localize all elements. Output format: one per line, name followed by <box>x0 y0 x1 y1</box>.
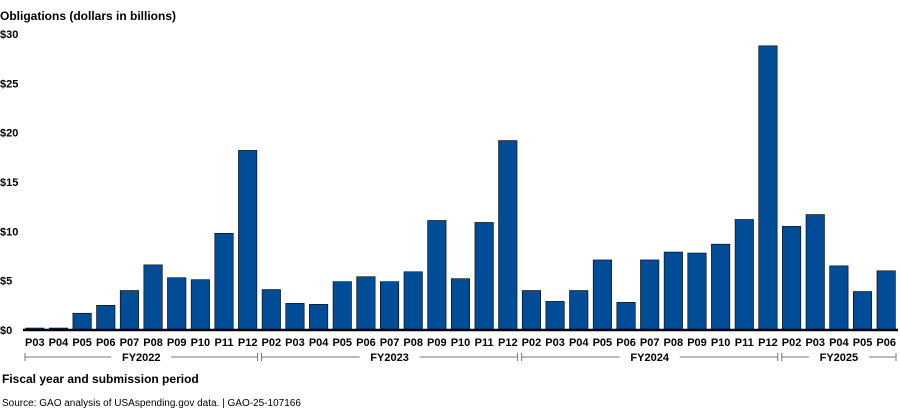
bar <box>427 220 447 331</box>
bar <box>190 279 210 331</box>
x-tick-label: P12 <box>758 337 778 349</box>
y-axis: $0 $5 $10 $15 $20 $25 $30 <box>0 29 18 337</box>
x-tick-label: P07 <box>640 337 660 349</box>
x-tick-label: P12 <box>238 337 258 349</box>
x-tick-label: P09 <box>167 337 187 349</box>
fiscal-year-label: FY2023 <box>370 352 409 364</box>
x-tick-label: P09 <box>687 337 707 349</box>
y-tick-label: $25 <box>0 78 18 90</box>
bar <box>261 289 281 331</box>
bar <box>758 45 778 331</box>
x-tick-label: P04 <box>569 337 589 349</box>
y-tick-label: $15 <box>0 177 18 189</box>
bar <box>285 303 305 331</box>
bar <box>569 290 589 331</box>
bars <box>25 45 896 331</box>
bar <box>734 219 754 331</box>
bar <box>663 251 683 331</box>
bar <box>545 301 565 331</box>
x-tick-label: P12 <box>498 337 518 349</box>
bar <box>498 140 518 331</box>
x-tick-label: P05 <box>593 337 613 349</box>
x-tick-label: P08 <box>403 337 423 349</box>
bar <box>403 271 423 331</box>
bar <box>829 265 849 331</box>
source-note: Source: GAO analysis of USAspending.gov … <box>2 398 301 409</box>
x-tick-label: P06 <box>876 337 896 349</box>
bar <box>852 291 873 331</box>
x-tick-label: P11 <box>215 337 234 349</box>
bar <box>592 259 612 331</box>
x-tick-label: P04 <box>49 337 69 349</box>
fiscal-year-label: FY2024 <box>630 352 669 364</box>
x-tick-label: P03 <box>25 337 45 349</box>
x-tick-label: P03 <box>285 337 305 349</box>
bar <box>380 281 400 331</box>
x-tick-label: P11 <box>475 337 494 349</box>
x-tick-label: P05 <box>72 337 92 349</box>
fiscal-year-groups: FY2022 FY2023 FY2024 FY2025 <box>24 352 897 364</box>
y-tick-label: $30 <box>0 29 18 41</box>
x-tick-label: P06 <box>356 337 376 349</box>
bar <box>332 281 352 331</box>
y-tick-label: $5 <box>0 276 12 288</box>
bar <box>72 312 92 331</box>
bar <box>96 305 116 331</box>
x-tick-label: P03 <box>545 337 565 349</box>
x-tick-label: P06 <box>616 337 636 349</box>
bar <box>521 290 541 331</box>
x-tick-label: P08 <box>143 337 163 349</box>
x-tick-label: P04 <box>829 337 849 349</box>
bar <box>356 276 376 331</box>
x-tick-label: P10 <box>191 337 211 349</box>
bar <box>805 214 825 331</box>
bar <box>616 302 636 331</box>
x-tick-label: P11 <box>735 337 754 349</box>
x-tick-label: P05 <box>853 337 873 349</box>
x-tick-label: P09 <box>427 337 447 349</box>
bar <box>309 304 329 331</box>
x-tick-label: P05 <box>332 337 352 349</box>
bar <box>474 222 494 331</box>
y-tick-label: $0 <box>0 325 12 337</box>
bar <box>640 259 660 331</box>
x-tick-label: P06 <box>96 337 116 349</box>
x-axis: P03 P04 P05 P06 P07 P08 P09 P10 P11 P12 P02 P03 P04 P… <box>23 328 898 349</box>
bar <box>238 150 258 331</box>
y-tick-label: $10 <box>0 226 18 238</box>
x-tick-label: P02 <box>522 337 542 349</box>
bar <box>214 233 234 331</box>
fiscal-year-label: FY2025 <box>820 352 859 364</box>
x-tick-label: P10 <box>451 337 471 349</box>
bar <box>167 277 187 331</box>
x-tick-label: P03 <box>805 337 825 349</box>
bar <box>782 226 802 331</box>
x-tick-label: P07 <box>120 337 140 349</box>
y-tick-label: $20 <box>0 128 18 140</box>
bar <box>143 264 163 331</box>
x-tick-label: P02 <box>262 337 282 349</box>
bar <box>450 278 471 331</box>
bar <box>711 243 731 331</box>
x-tick-label: P04 <box>309 337 329 349</box>
x-tick-label: P02 <box>782 337 802 349</box>
x-tick-label: P10 <box>711 337 731 349</box>
bar <box>119 290 139 331</box>
x-axis-title: Fiscal year and submission period <box>2 372 199 386</box>
bar <box>687 252 707 331</box>
x-tick-label: P08 <box>664 337 684 349</box>
y-axis-title: Obligations (dollars in billions) <box>0 9 177 23</box>
bar <box>876 270 896 331</box>
x-tick-label: P07 <box>380 337 400 349</box>
fiscal-year-label: FY2022 <box>122 352 161 364</box>
